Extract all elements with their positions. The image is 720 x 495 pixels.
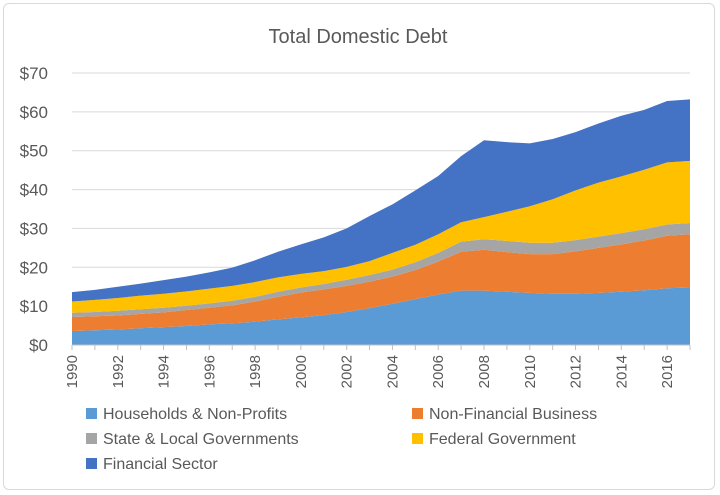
legend-label: Federal Government bbox=[429, 431, 576, 448]
y-tick-label: $60 bbox=[20, 103, 48, 122]
legend-label: Households & Non-Profits bbox=[103, 406, 287, 423]
legend-swatch bbox=[86, 458, 97, 469]
stacked-areas bbox=[72, 99, 690, 345]
legend: Households & Non-Profits Non-Financial Bu… bbox=[86, 406, 597, 473]
x-tick-label: 2008 bbox=[476, 355, 493, 388]
y-tick-label: $20 bbox=[20, 258, 48, 277]
x-tick-label: 1992 bbox=[110, 355, 127, 388]
x-tick-label: 2016 bbox=[659, 355, 676, 388]
y-tick-label: $50 bbox=[20, 142, 48, 161]
y-tick-label: $10 bbox=[20, 297, 48, 316]
x-tick-label: 2004 bbox=[384, 355, 401, 388]
y-tick-label: $0 bbox=[29, 336, 48, 355]
y-tick-label: $40 bbox=[20, 181, 48, 200]
y-tick-label: $70 bbox=[20, 64, 48, 83]
y-axis: $0 $10 $20 $30 $40 $50 $60 $70 bbox=[20, 64, 48, 355]
legend-swatch bbox=[412, 433, 423, 444]
x-tick-label: 2014 bbox=[613, 355, 630, 388]
x-tick-label: 1990 bbox=[64, 355, 81, 388]
area-federal-government bbox=[72, 160, 690, 313]
legend-swatch bbox=[86, 433, 97, 444]
x-tick-label: 1994 bbox=[156, 355, 173, 388]
legend-label: Non-Financial Business bbox=[429, 406, 597, 423]
x-tick-label: 2012 bbox=[568, 355, 585, 388]
x-tick-label: 1998 bbox=[247, 355, 264, 388]
x-tick-label: 2010 bbox=[522, 355, 539, 388]
area-non-financial-business bbox=[72, 234, 690, 332]
legend-swatch bbox=[86, 408, 97, 419]
x-tick-label: 2006 bbox=[430, 355, 447, 388]
area-state-local-governments bbox=[72, 222, 690, 318]
x-tick-label: 2002 bbox=[339, 355, 356, 388]
x-tick-label: 2000 bbox=[293, 355, 310, 388]
area-households-non-profits bbox=[72, 287, 690, 345]
x-axis: 1990 1992 1994 1996 1998 2000 2002 2004 2006 2008… bbox=[64, 344, 691, 388]
x-tick-label: 1996 bbox=[201, 355, 218, 388]
chart-title: Total Domestic Debt bbox=[269, 26, 448, 48]
legend-label: State & Local Governments bbox=[103, 431, 299, 448]
y-tick-label: $30 bbox=[20, 219, 48, 238]
area-financial-sector bbox=[72, 99, 690, 302]
legend-swatch bbox=[412, 408, 423, 419]
legend-label: Financial Sector bbox=[103, 456, 218, 473]
